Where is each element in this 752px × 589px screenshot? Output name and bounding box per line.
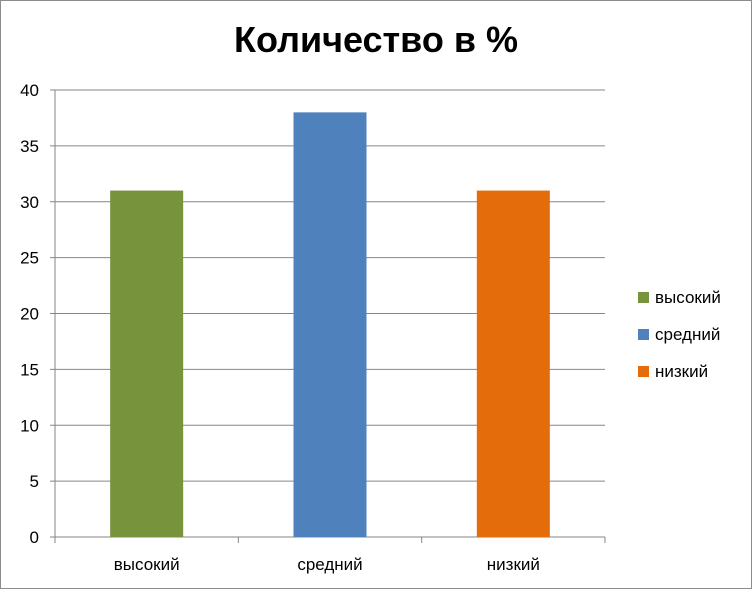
chart-title: Количество в % bbox=[234, 19, 518, 60]
y-tick-label: 30 bbox=[20, 193, 39, 212]
x-tick-label: низкий bbox=[487, 555, 540, 574]
chart-legend: высокий средний низкий bbox=[638, 279, 721, 390]
legend-label: низкий bbox=[655, 361, 709, 381]
legend-swatch bbox=[638, 329, 649, 340]
legend-item: высокий bbox=[638, 279, 721, 316]
bar-2 bbox=[293, 112, 367, 537]
y-tick-label: 25 bbox=[20, 249, 39, 268]
legend-item: средний bbox=[638, 316, 721, 353]
bar-3 bbox=[476, 190, 550, 537]
x-tick-label: высокий bbox=[114, 555, 180, 574]
legend-label: средний bbox=[655, 324, 721, 344]
y-tick-label: 5 bbox=[30, 472, 39, 491]
y-tick-label: 40 bbox=[20, 81, 39, 100]
y-tick-label: 10 bbox=[20, 416, 39, 435]
y-tick-label: 35 bbox=[20, 137, 39, 156]
x-tick-label: средний bbox=[297, 555, 362, 574]
bar-1 bbox=[110, 190, 184, 537]
legend-item: низкий bbox=[638, 353, 721, 390]
legend-swatch bbox=[638, 292, 649, 303]
y-tick-label: 20 bbox=[20, 305, 39, 324]
y-tick-label: 0 bbox=[30, 528, 39, 547]
legend-swatch bbox=[638, 366, 649, 377]
legend-label: высокий bbox=[655, 287, 721, 307]
y-tick-label: 15 bbox=[20, 360, 39, 379]
